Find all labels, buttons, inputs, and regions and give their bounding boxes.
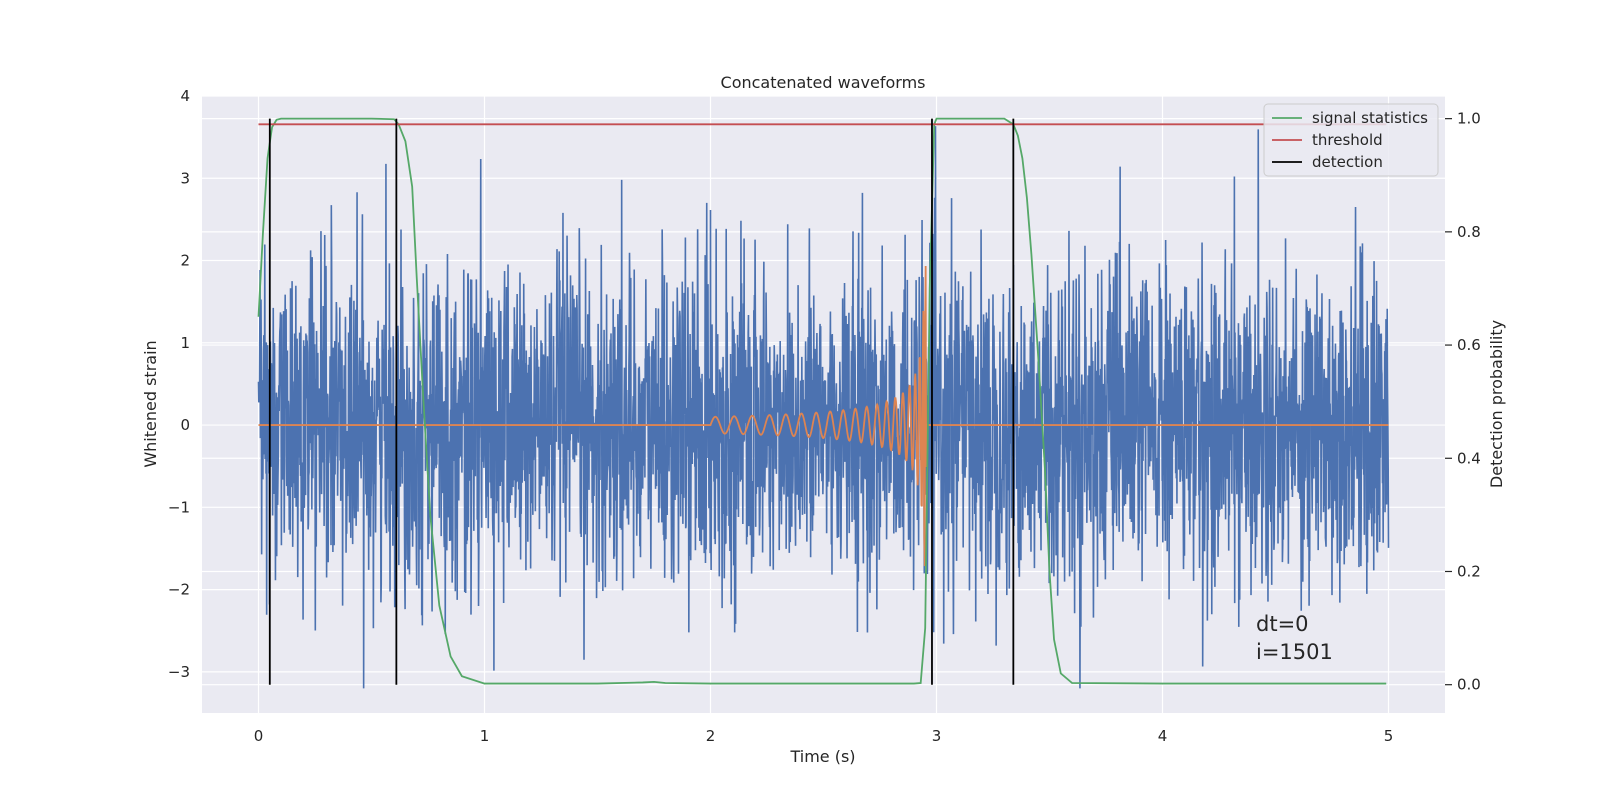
y2-axis-label: Detection probability	[1487, 320, 1506, 488]
legend-label: threshold	[1312, 131, 1383, 149]
x-tick-label: 4	[1158, 727, 1168, 745]
annotation-dt: dt=0	[1256, 612, 1309, 636]
chart-title: Concatenated waveforms	[721, 73, 926, 92]
y-tick-label: 1	[180, 334, 190, 352]
x-tick-label: 3	[932, 727, 942, 745]
x-tick-label: 2	[706, 727, 716, 745]
y2-tick-label: 0.0	[1457, 676, 1481, 694]
y2-tick-label: 0.8	[1457, 223, 1481, 241]
y2-tick-label: 1.0	[1457, 110, 1481, 128]
y-tick-label: 0	[180, 416, 190, 434]
annotation-i: i=1501	[1256, 640, 1333, 664]
y2-tick-label: 0.2	[1457, 562, 1481, 580]
legend: signal statistics threshold detection	[1263, 103, 1439, 177]
y2-tick-label: 0.4	[1457, 449, 1481, 467]
x-axis-label: Time (s)	[789, 747, 855, 766]
y-tick-label: 2	[180, 252, 190, 270]
y2-tick-label: 0.6	[1457, 336, 1481, 354]
chirp-template-line	[258, 265, 1389, 567]
legend-box	[1263, 103, 1439, 177]
axes: 0 1 2 3 4 5 −3 −2 −1 0 1 2 3 4 0.0 0.2 0.4 0.6 0.8 1.0	[168, 87, 1481, 745]
y-tick-label: 4	[180, 87, 190, 105]
y-tick-label: −3	[168, 663, 190, 681]
series-layer	[257, 117, 1390, 689]
x-tick-label: 5	[1384, 727, 1394, 745]
y-axis-label: Whitened strain	[141, 340, 160, 467]
y-tick-label: −1	[168, 498, 190, 516]
legend-label: signal statistics	[1312, 109, 1428, 127]
x-tick-label: 1	[480, 727, 490, 745]
legend-label: detection	[1312, 153, 1383, 171]
y-tick-label: 3	[180, 169, 190, 187]
x-tick-label: 0	[254, 727, 264, 745]
strain-noise-line	[257, 126, 1390, 689]
y-tick-label: −2	[168, 581, 190, 599]
